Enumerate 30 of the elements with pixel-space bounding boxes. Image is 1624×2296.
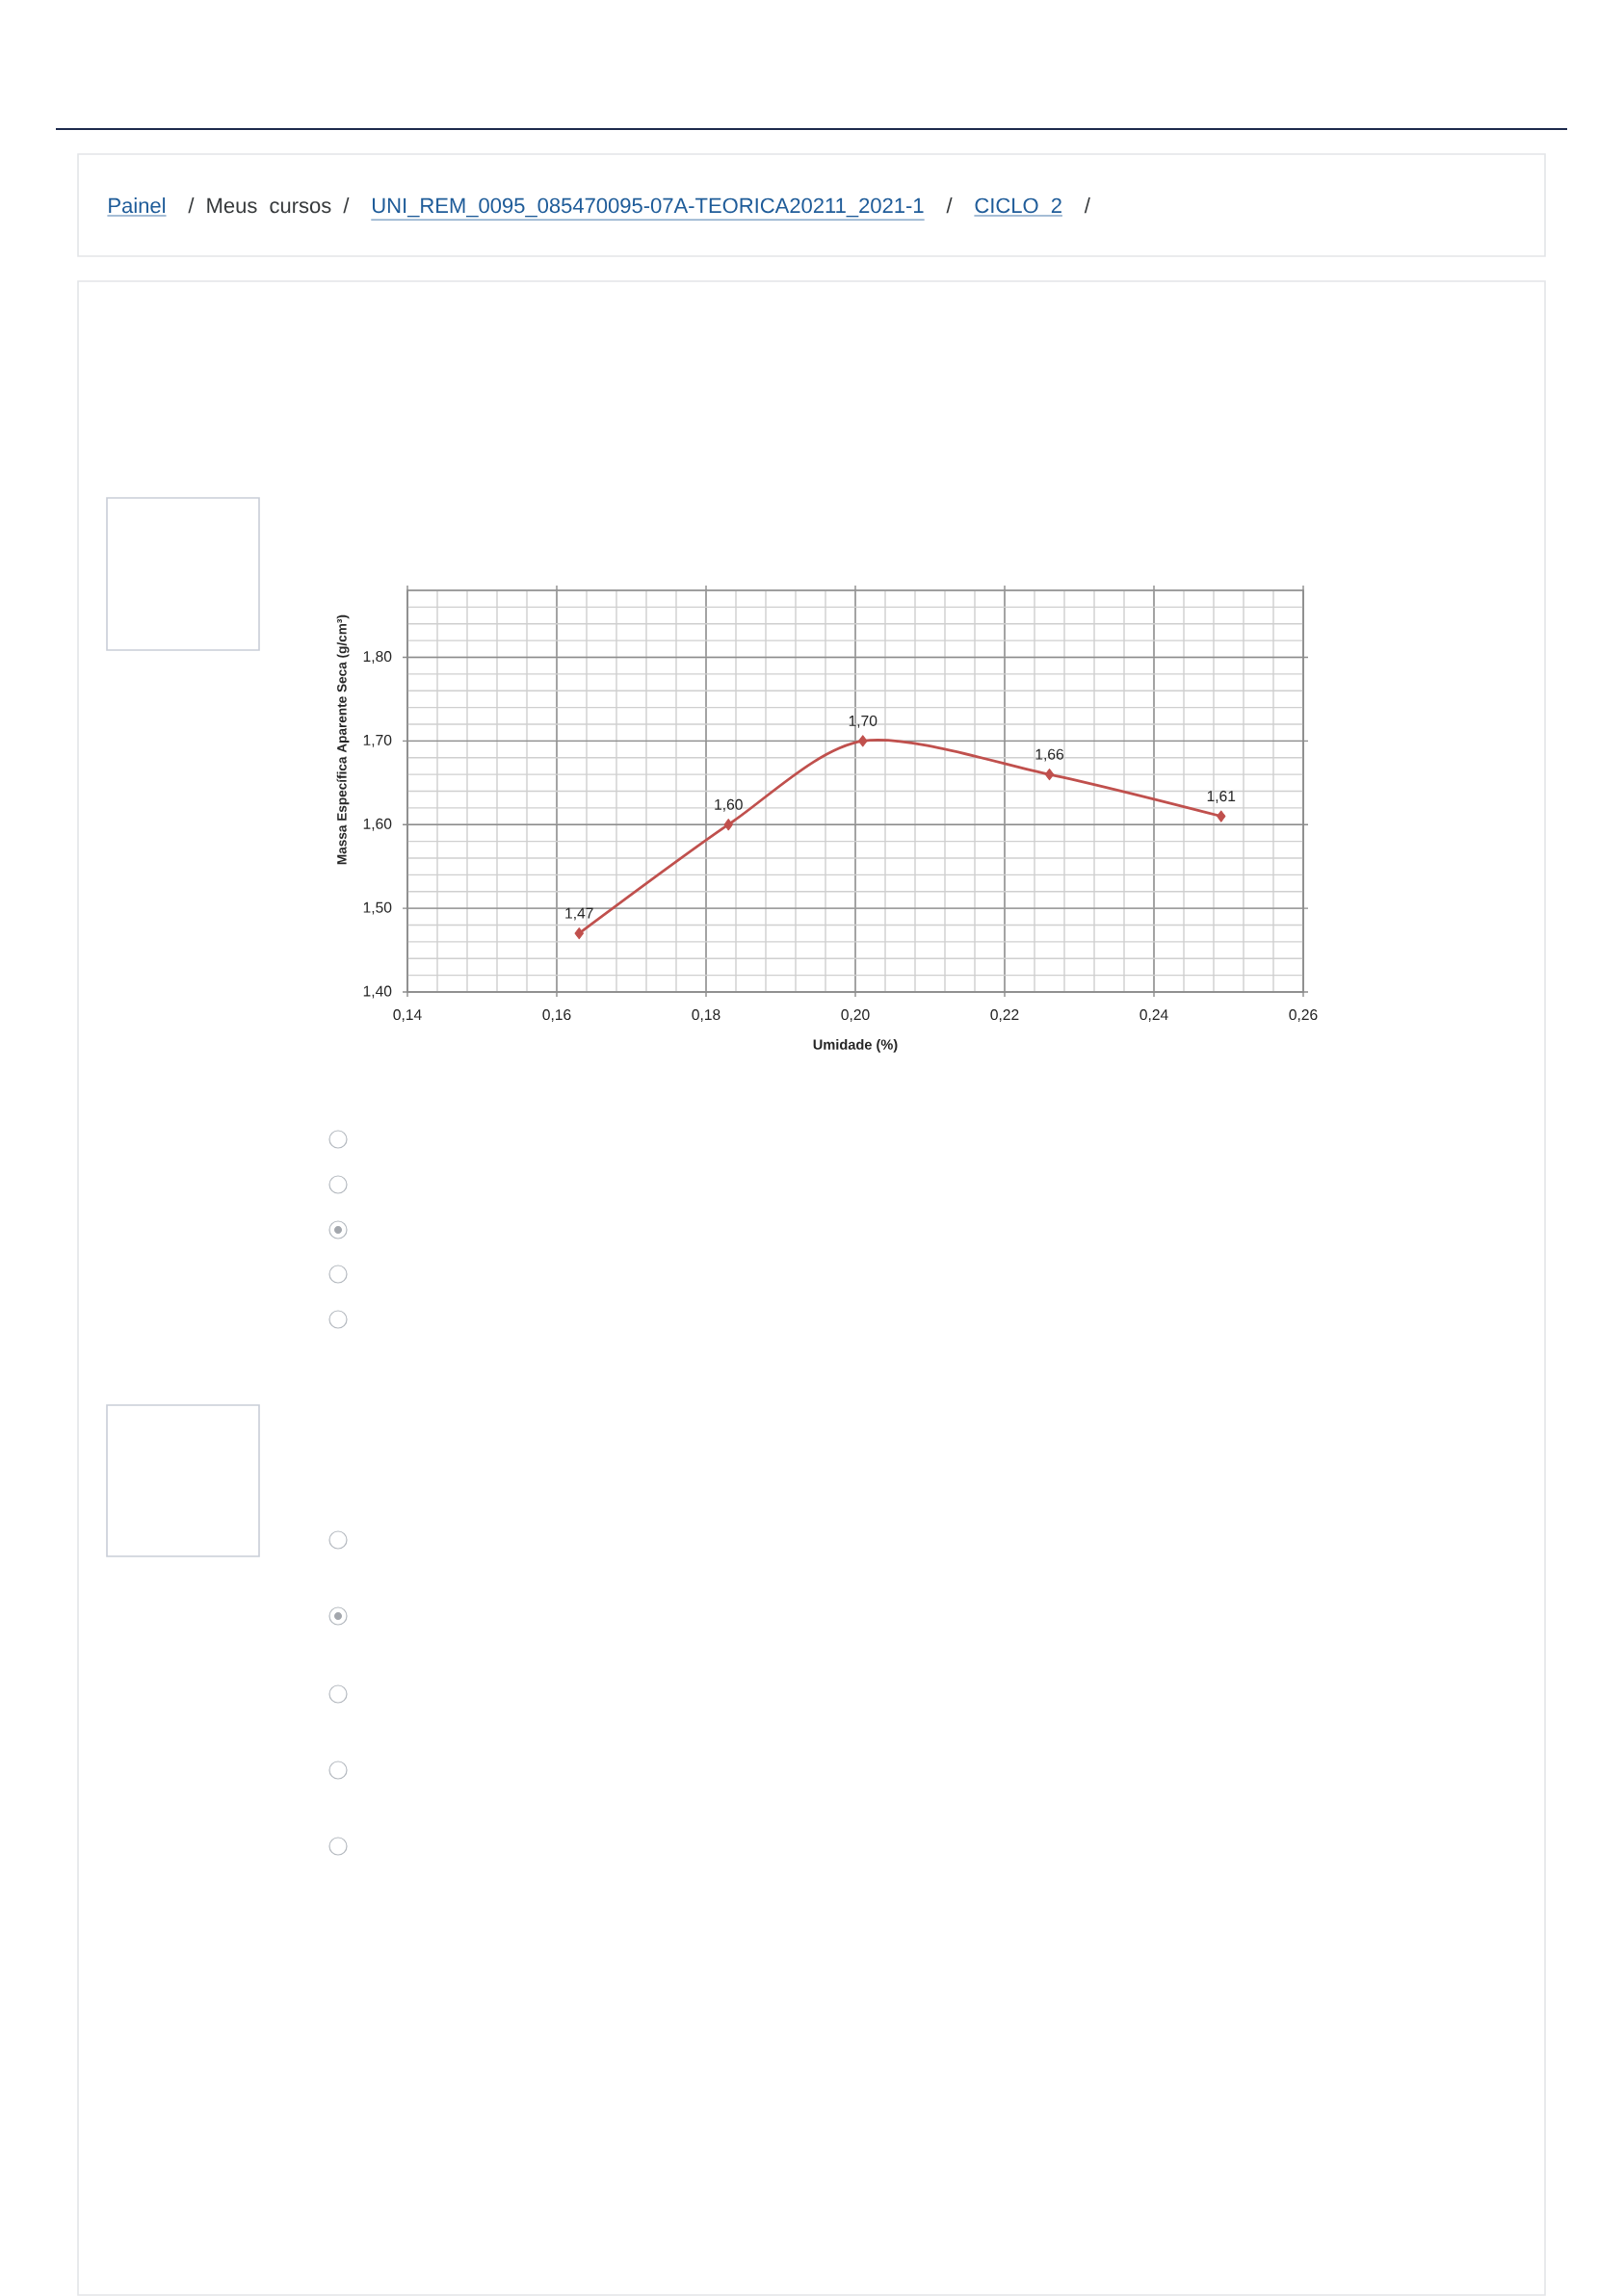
point xyxy=(1044,769,1055,781)
text: UNI_REM_0095_085470095-07A-TEORICA20211_2021-1 xyxy=(372,197,924,218)
x-axis-title: Umidade (%) xyxy=(813,1039,898,1053)
x-tick-label: 0,24 xyxy=(1139,1009,1168,1022)
y-tick-label: 1,40 xyxy=(363,985,392,999)
point xyxy=(1217,810,1226,822)
x-tick-label: 0,26 xyxy=(1289,1009,1318,1022)
x-tick-label: 0,16 xyxy=(542,1009,571,1022)
point xyxy=(858,735,868,747)
text: / xyxy=(946,197,953,214)
text: / xyxy=(1084,197,1090,214)
y-axis-title: Massa Específica Aparente Seca (g/cm³) xyxy=(336,614,350,865)
x-tick-label: 0,20 xyxy=(841,1009,870,1022)
y-tick-label: 1,60 xyxy=(363,818,392,831)
x-tick-label: 0,22 xyxy=(990,1009,1019,1022)
data-label: 1,66 xyxy=(1035,748,1064,762)
data-label: 1,61 xyxy=(1207,791,1236,804)
data-label: 1,60 xyxy=(715,798,743,812)
text: CICLO 2 xyxy=(975,197,1061,214)
text: Painel xyxy=(109,197,166,214)
data-label: 1,70 xyxy=(849,715,877,728)
data-label: 1,47 xyxy=(565,907,593,921)
x-tick-label: 0,14 xyxy=(393,1009,422,1022)
point xyxy=(574,927,584,940)
y-tick-label: 1,50 xyxy=(363,901,392,915)
text: / Meus cursos / xyxy=(188,197,350,214)
y-tick-label: 1,70 xyxy=(363,734,392,747)
y-tick-label: 1,80 xyxy=(363,651,392,664)
point xyxy=(723,819,733,831)
x-tick-label: 0,18 xyxy=(692,1009,720,1022)
